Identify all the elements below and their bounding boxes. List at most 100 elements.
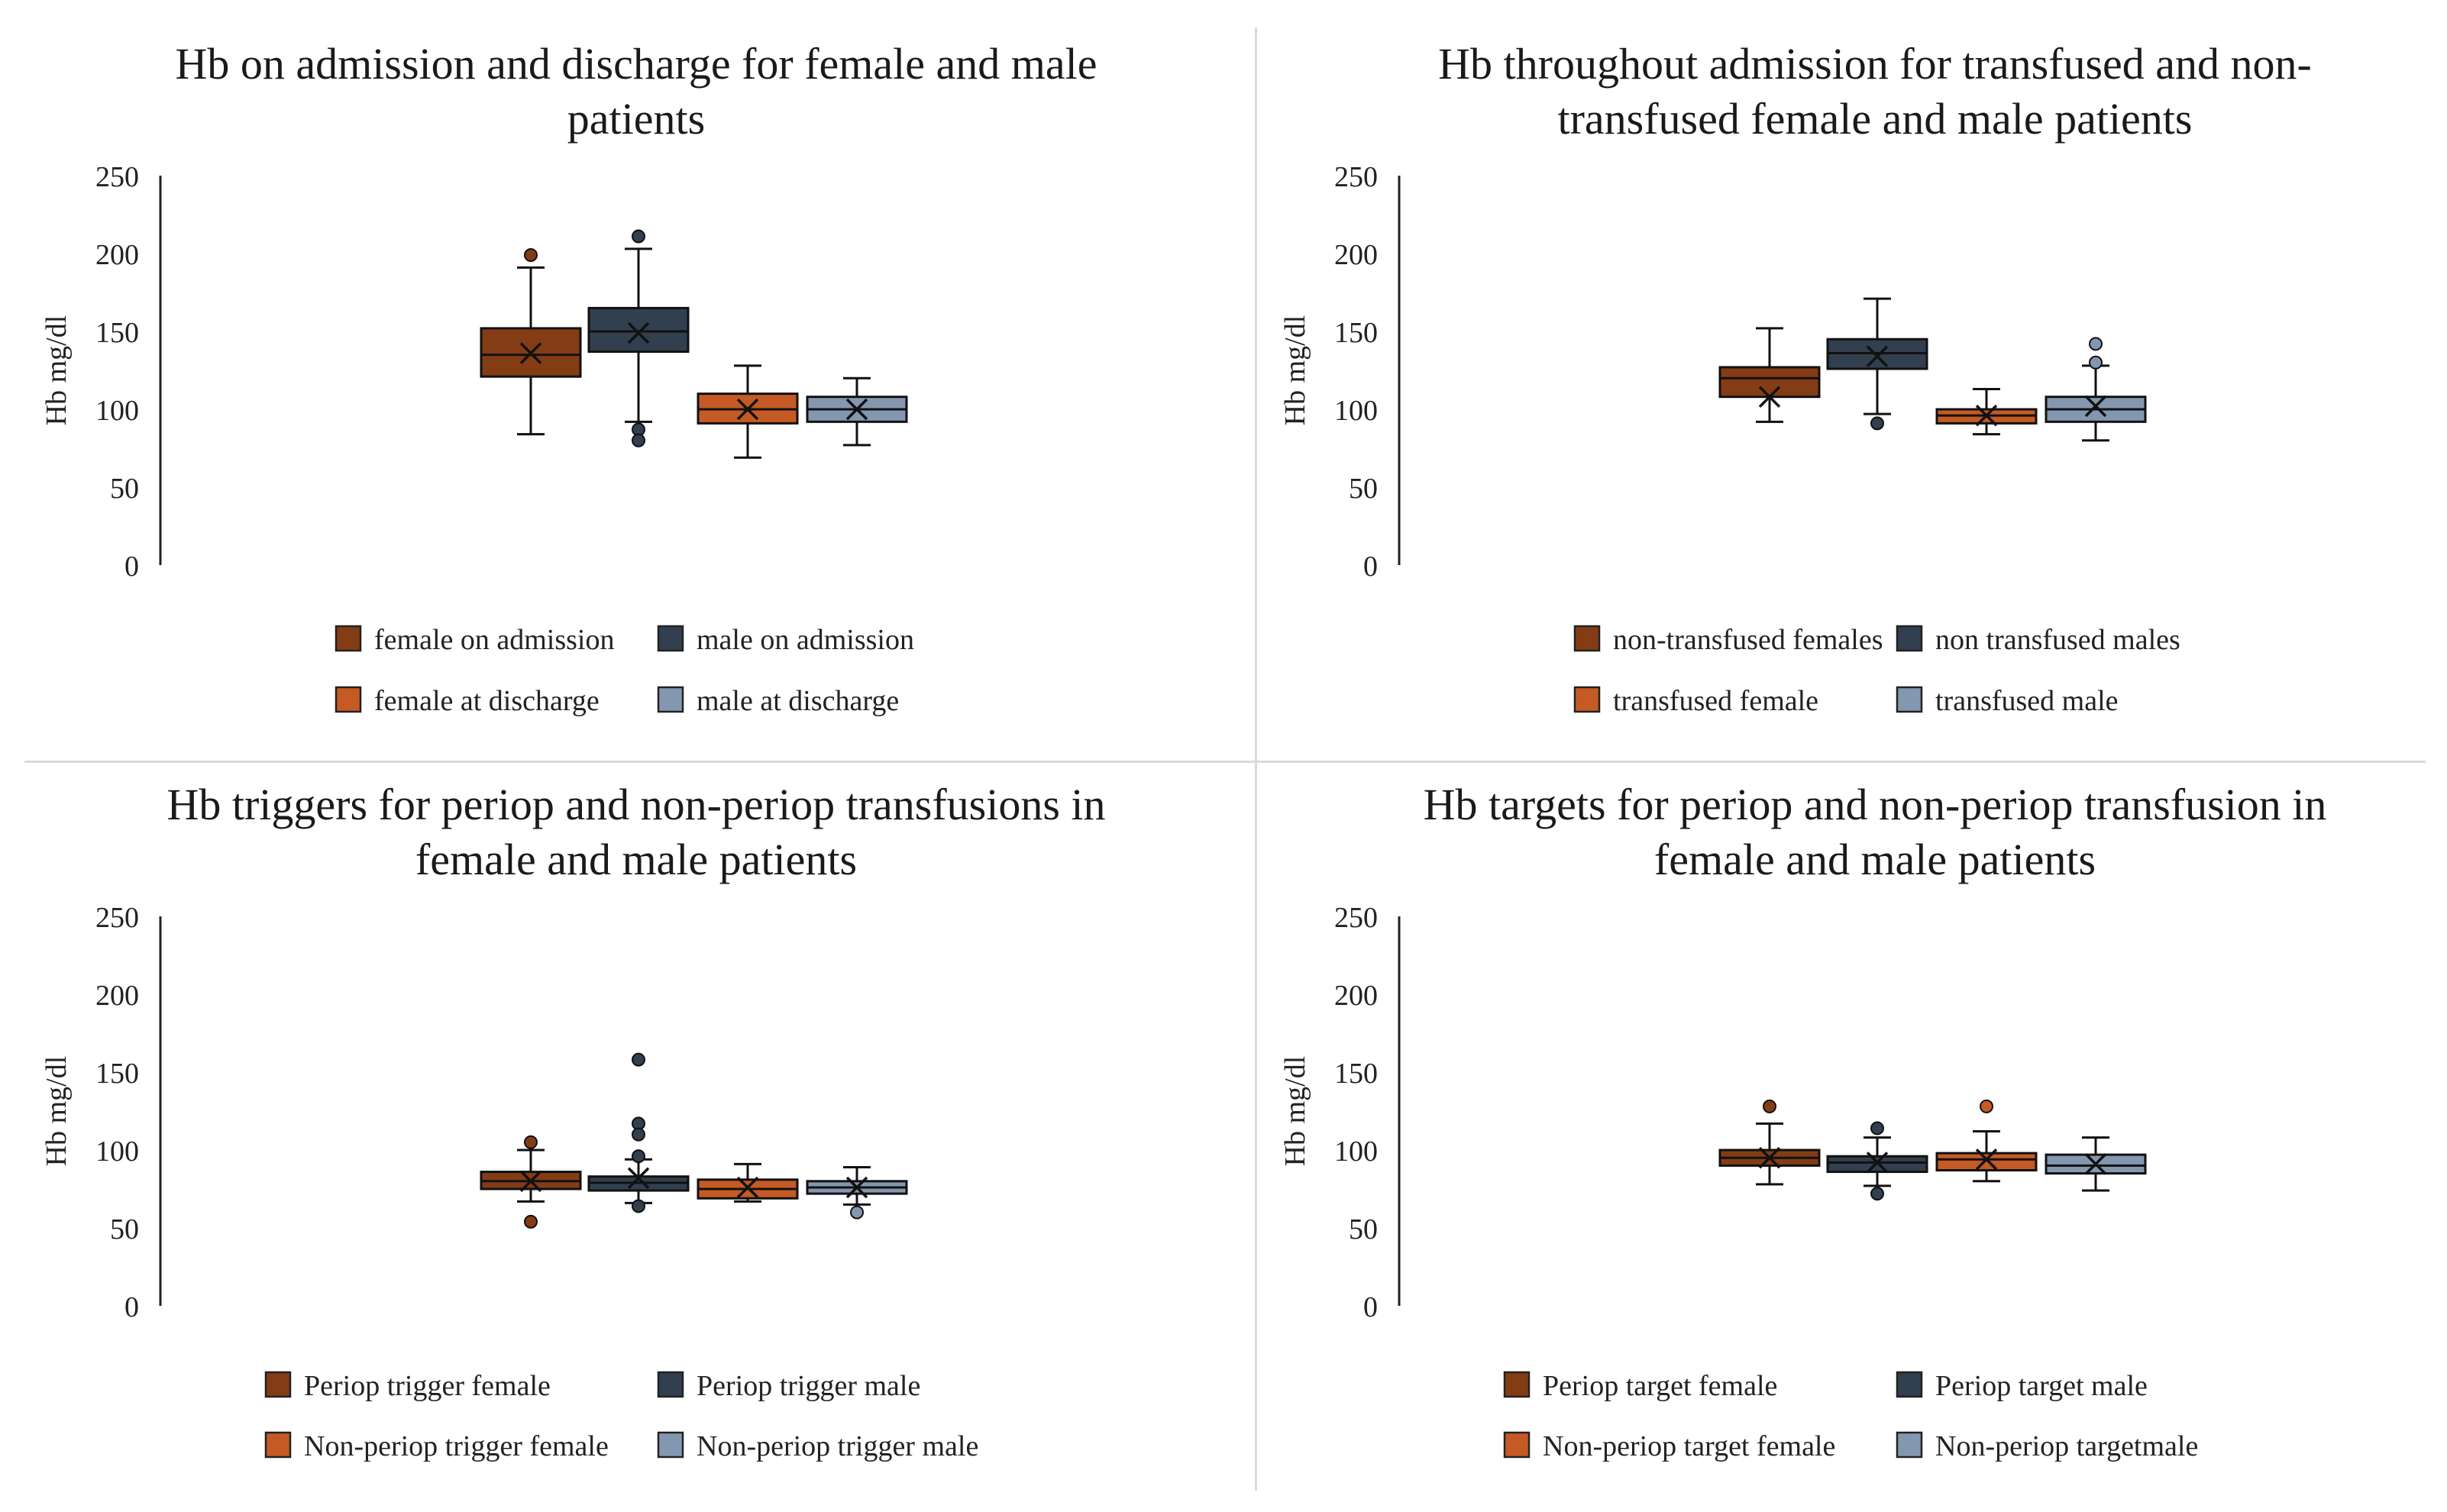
y-tick-label-100: 100 [95, 395, 139, 427]
chart-title-line-1: Hb on admission and discharge for female… [176, 39, 1097, 89]
y-axis-label: Hb mg/dl [40, 1056, 73, 1167]
chart-panel-2: Hb throughout admission for transfused a… [1279, 39, 2312, 717]
y-tick-label-0: 0 [1363, 1291, 1378, 1323]
outlier-point-1 [850, 1205, 864, 1220]
mean-marker [627, 321, 650, 344]
y-tick-label-150: 150 [95, 317, 139, 349]
box-2 [587, 1052, 690, 1213]
outlier-point-2 [1870, 1187, 1884, 1201]
y-tick-label-100: 100 [1334, 1136, 1378, 1168]
mean-marker [519, 1170, 542, 1193]
mean-marker [1975, 1149, 1998, 1171]
chart-panel-4: Hb targets for periop and non-periop tra… [1279, 780, 2326, 1462]
y-tick-label-200: 200 [1334, 239, 1378, 271]
mean-marker [845, 1176, 868, 1199]
horizontal-divider [24, 761, 2426, 763]
legend-swatch [1573, 625, 1601, 652]
mean-marker [627, 1167, 650, 1189]
y-tick-label-200: 200 [95, 980, 139, 1012]
legend-swatch [657, 686, 684, 713]
outlier-point-3 [632, 433, 645, 447]
legend: female on admission male on admission fema… [335, 624, 914, 717]
outlier-point-1 [1870, 1121, 1884, 1136]
legend-swatch [657, 1371, 684, 1398]
box-3 [697, 364, 799, 459]
legend-label: male on admission [697, 624, 914, 656]
legend-swatch [657, 1431, 684, 1459]
mean-marker [845, 398, 868, 421]
legend-swatch [264, 1371, 292, 1398]
legend-label: transfused male [1935, 685, 2119, 717]
y-tick-label-0: 0 [1363, 551, 1378, 583]
mean-marker [736, 1176, 759, 1199]
y-tick-label-100: 100 [1334, 395, 1378, 427]
outlier-point-5 [632, 1199, 645, 1213]
y-tick-label-200: 200 [1334, 980, 1378, 1012]
outlier-point-3 [632, 1127, 645, 1142]
y-axis-label: Hb mg/dl [1279, 315, 1311, 426]
box-1 [480, 1135, 582, 1229]
chart-title-line-2: female and male patients [1654, 835, 2096, 884]
box-3 [1935, 1099, 2038, 1183]
chart-title-line-1: Hb triggers for periop and non-periop tr… [166, 780, 1105, 829]
y-tick-label-250: 250 [95, 902, 139, 934]
y-tick-label-150: 150 [1334, 317, 1378, 349]
outlier-point-1 [1763, 1099, 1776, 1113]
legend-swatch [335, 625, 362, 652]
legend-label: non-transfused females [1613, 624, 1883, 656]
legend-label: female at discharge [374, 685, 600, 717]
y-tick-label-250: 250 [95, 161, 139, 193]
y-tick-label-0: 0 [124, 1291, 139, 1323]
outlier-point-4 [632, 1149, 645, 1164]
chart-title-line-2: transfused female and male patients [1557, 94, 2192, 144]
mean-marker [1758, 1146, 1781, 1169]
legend-swatch [1896, 1431, 1923, 1459]
mean-marker [519, 342, 542, 364]
box-iqr [1718, 366, 1821, 399]
mean-marker [2084, 1153, 2107, 1175]
outlier-point-1 [2089, 337, 2103, 351]
legend-swatch [1896, 625, 1923, 652]
box-4 [2045, 1136, 2147, 1192]
legend-label: Non-periop trigger male [697, 1430, 978, 1462]
mean-marker [1866, 1152, 1889, 1174]
y-tick-label-50: 50 [110, 473, 139, 505]
legend-swatch [657, 625, 684, 652]
y-tick-label-150: 150 [95, 1058, 139, 1090]
y-tick-label-200: 200 [95, 239, 139, 271]
legend-swatch [1503, 1371, 1531, 1398]
box-3 [697, 1162, 799, 1203]
outlier-point-1 [1980, 1099, 1993, 1113]
legend-label: Non-periop trigger female [304, 1430, 609, 1462]
box-1 [480, 248, 582, 436]
mean-marker [736, 398, 759, 421]
chart-panel-3: Hb triggers for periop and non-periop tr… [40, 780, 1106, 1462]
legend-swatch [1503, 1431, 1531, 1459]
box-2 [1826, 297, 1928, 431]
legend-label: Periop target female [1543, 1370, 1777, 1402]
y-tick-label-150: 150 [1334, 1058, 1378, 1090]
y-axis-label: Hb mg/dl [40, 315, 73, 426]
y-tick-label-250: 250 [1334, 161, 1378, 193]
chart-title-line-1: Hb targets for periop and non-periop tra… [1424, 780, 2327, 829]
box-iqr [587, 306, 690, 354]
legend-label: transfused female [1613, 685, 1818, 717]
box-1 [1718, 327, 1821, 423]
mean-marker [1758, 386, 1781, 408]
legend-label: female on admission [374, 624, 614, 656]
legend-swatch [264, 1431, 292, 1459]
chart-panel-1: Hb on admission and discharge for female… [40, 39, 1097, 717]
vertical-divider [1255, 27, 1257, 1491]
y-tick-label-100: 100 [95, 1136, 139, 1168]
y-tick-label-50: 50 [1349, 1213, 1378, 1245]
legend-label: Periop trigger male [697, 1370, 920, 1402]
legend-label: non transfused males [1935, 624, 2180, 656]
y-tick-label-250: 250 [1334, 902, 1378, 934]
legend-label: Periop trigger female [304, 1370, 551, 1402]
y-tick-label-0: 0 [124, 551, 139, 583]
box-1 [1718, 1099, 1821, 1186]
outlier-point-1 [632, 229, 645, 244]
outlier-point-2 [524, 1214, 538, 1229]
legend: non-transfused females non transfused mal… [1573, 624, 2180, 717]
